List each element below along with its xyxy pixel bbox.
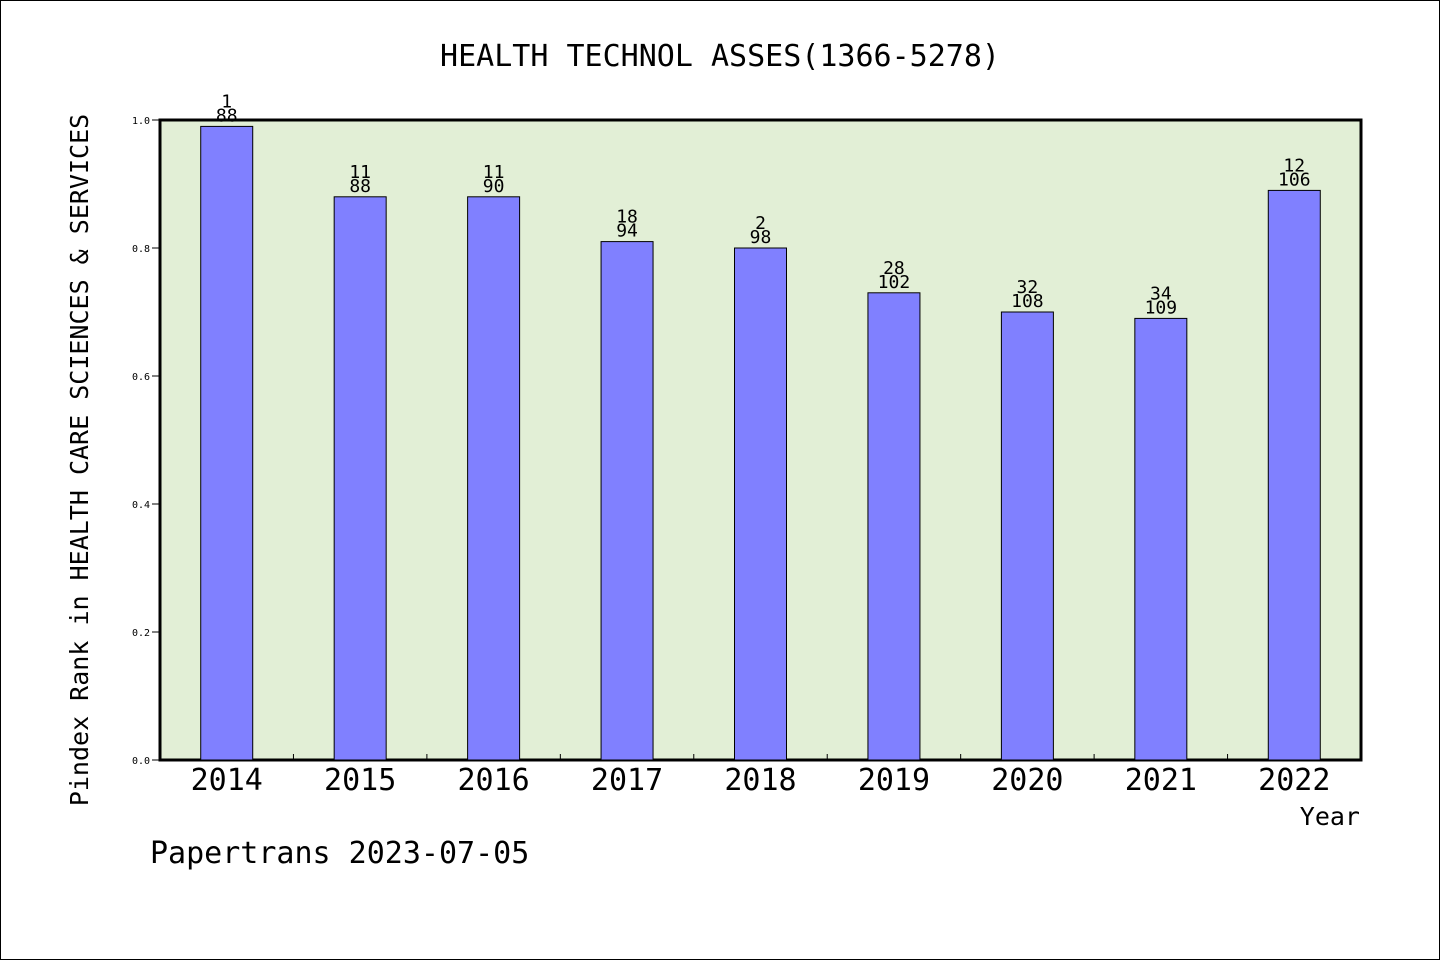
bar	[867, 292, 921, 761]
y-tick-label: 0.2	[132, 628, 150, 639]
bar-label-bottom: 109	[1145, 297, 1178, 318]
bar	[1267, 189, 1321, 761]
bar	[200, 125, 254, 761]
y-tick-label: 1.0	[132, 116, 150, 127]
x-tick-label: 2017	[591, 763, 663, 798]
bar-label-top: 1	[221, 91, 232, 112]
bar-label-top: 11	[349, 162, 371, 183]
x-tick-label: 2016	[457, 763, 529, 798]
y-tick-label: 0.8	[132, 244, 150, 255]
bar	[333, 196, 387, 761]
bar-label-top: 2	[755, 213, 766, 234]
x-tick-label: 2018	[724, 763, 796, 798]
chart-title: HEALTH TECHNOL ASSES(1366-5278)	[440, 39, 1000, 74]
bar-label-bottom: 106	[1278, 169, 1311, 190]
x-tick-label: 2022	[1258, 763, 1330, 798]
bar	[1000, 311, 1054, 761]
x-axis: 2014 2015 2016 2017 2018 2019 2020 2021 2022	[191, 754, 1330, 798]
x-tick-label: 2019	[858, 763, 930, 798]
bar-label-bottom: 88	[216, 105, 238, 126]
y-axis-label: Pindex Rank in HEALTH CARE SCIENCES & SE…	[65, 114, 94, 806]
x-tick-label: 2020	[991, 763, 1063, 798]
bar-label-bottom: 98	[750, 227, 772, 248]
bar	[467, 196, 521, 761]
x-tick-label: 2021	[1125, 763, 1197, 798]
y-axis: 0.0 0.2 0.4 0.6 0.8 1.0	[132, 116, 160, 767]
bar-label-top: 18	[616, 207, 638, 228]
footer-credit: Papertrans 2023-07-05	[150, 836, 529, 871]
bar-label-bottom: 88	[349, 176, 371, 197]
bar-label-top: 12	[1283, 155, 1305, 176]
y-tick-label: 0.4	[132, 500, 150, 511]
x-axis-label: Year	[1300, 802, 1360, 831]
y-tick-label: 0.6	[132, 372, 150, 383]
bar-label-bottom: 90	[483, 176, 505, 197]
bar-label-top: 28	[883, 258, 905, 279]
y-tick-label: 0.0	[132, 756, 150, 767]
bar-label-top: 11	[483, 162, 505, 183]
bar	[734, 247, 787, 761]
bar	[1134, 317, 1188, 761]
bar-label-bottom: 102	[878, 272, 911, 293]
bar-label-bottom: 108	[1011, 291, 1044, 312]
bar	[600, 241, 654, 761]
bar-label-top: 34	[1150, 283, 1172, 304]
x-tick-label: 2014	[191, 763, 263, 798]
bar-label-bottom: 94	[616, 221, 638, 242]
x-tick-label: 2015	[324, 763, 396, 798]
bar-label-top: 32	[1017, 277, 1039, 298]
